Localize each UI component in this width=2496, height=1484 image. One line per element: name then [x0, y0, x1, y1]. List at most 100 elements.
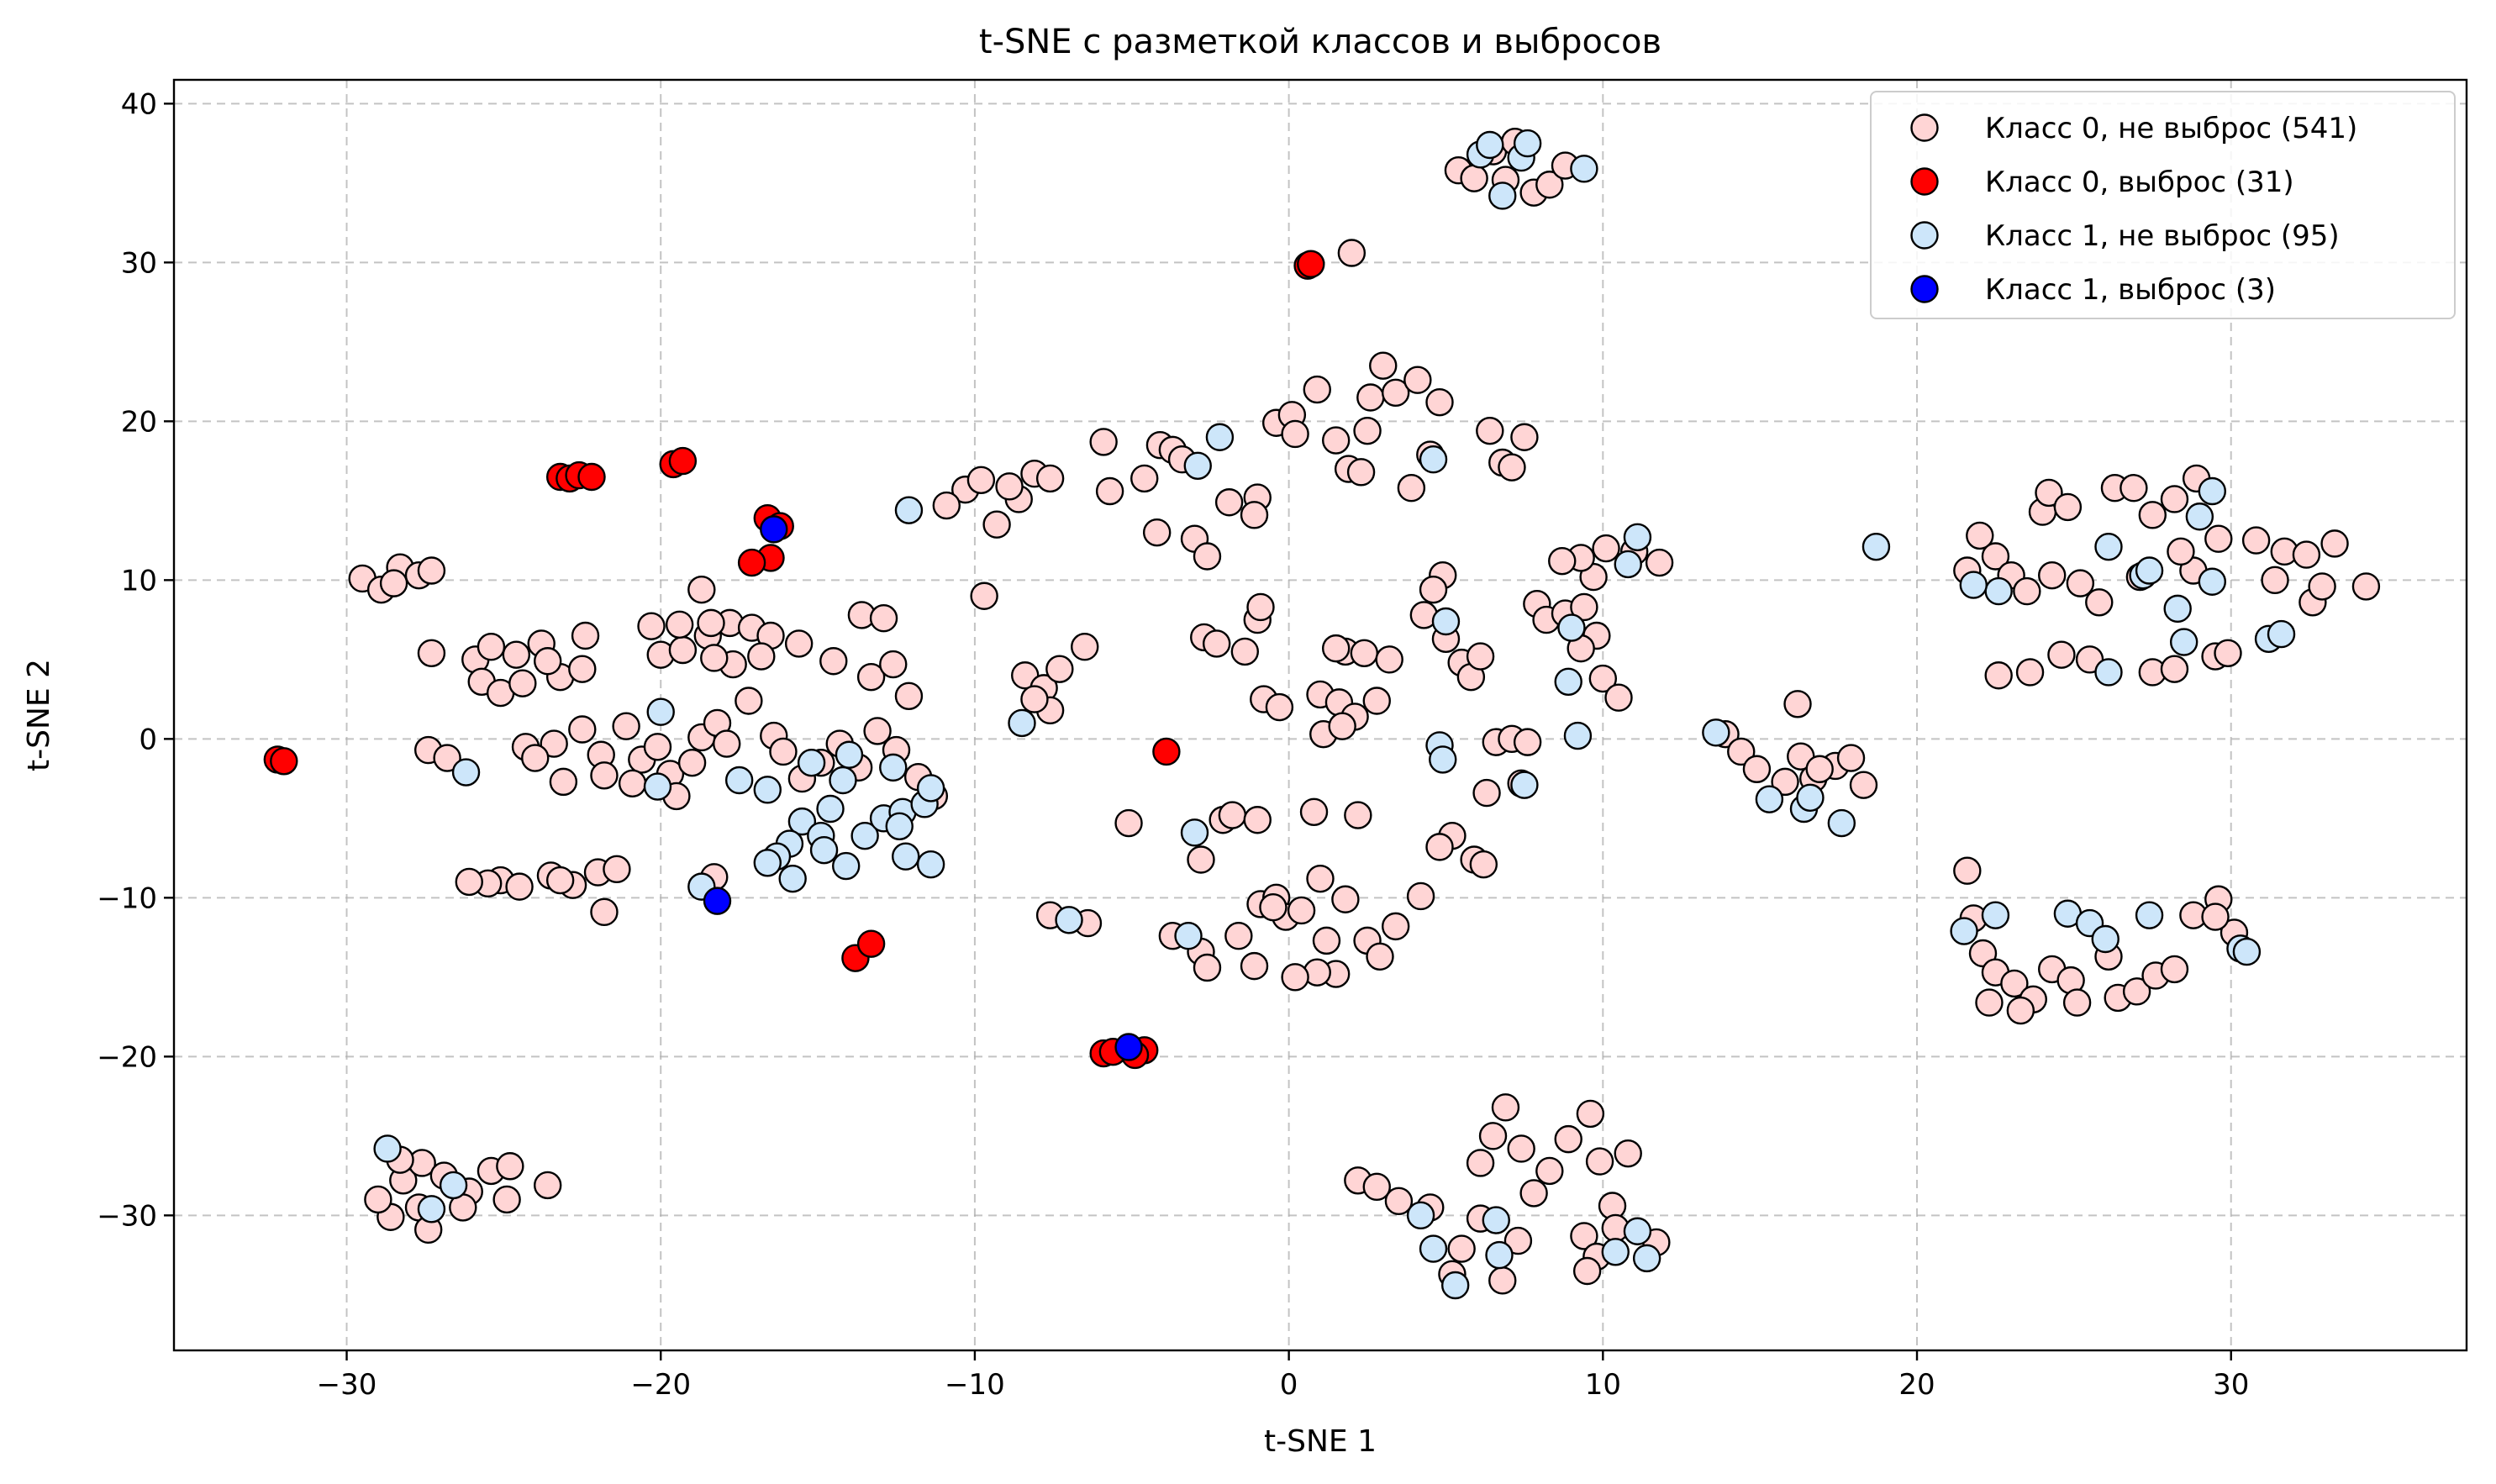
data-point [1035, 464, 1065, 493]
y-tick-label: 10 [121, 564, 157, 597]
data-point [492, 1185, 521, 1214]
data-point [1491, 1093, 1520, 1122]
data-point [1419, 575, 1448, 604]
legend-marker [1910, 275, 1939, 303]
data-point [2351, 572, 2381, 601]
x-tick-label: −20 [630, 1368, 691, 1402]
data-point [1230, 637, 1260, 666]
data-point [417, 556, 446, 585]
data-point [1447, 1234, 1476, 1263]
data-point [1588, 664, 1618, 693]
data-point [2094, 658, 2123, 687]
data-point [2091, 924, 2119, 954]
data-point [1406, 881, 1435, 911]
data-point [753, 776, 782, 804]
data-point [2119, 474, 2148, 503]
data-point [1425, 387, 1454, 417]
data-point [1513, 728, 1542, 756]
data-point [1570, 155, 1598, 183]
data-point [2167, 537, 2195, 566]
x-tick-label: 30 [2213, 1368, 2249, 1402]
data-point [1614, 1139, 1642, 1168]
data-point [270, 747, 298, 776]
data-point [1623, 1217, 1652, 1245]
x-tick-label: 0 [1280, 1368, 1298, 1402]
data-point [856, 929, 886, 958]
data-point [2035, 478, 2063, 508]
data-point [1570, 1222, 1598, 1250]
data-point [916, 850, 945, 879]
data-point [1130, 464, 1159, 493]
data-point [668, 635, 698, 665]
data-point [1321, 634, 1351, 663]
x-axis-label: t-SNE 1 [1264, 1424, 1377, 1459]
y-tick-label: 0 [139, 723, 157, 756]
data-point [2292, 540, 2321, 569]
legend: Класс 0, не выброс (541) Класс 0, выброс … [1870, 91, 2456, 319]
data-point [1205, 423, 1235, 451]
data-point [1557, 613, 1586, 642]
data-point [417, 1195, 446, 1224]
data-point [505, 872, 534, 901]
x-axis-ticks: −30 −20 −10 0 10 20 30 [317, 1350, 2249, 1402]
data-point [1592, 534, 1620, 563]
data-point [1089, 428, 1118, 456]
y-tick-label: 30 [121, 246, 157, 280]
data-point [1183, 451, 1212, 480]
data-point [1287, 896, 1316, 925]
data-point [1071, 633, 1099, 661]
data-point [1614, 550, 1642, 579]
data-point [612, 712, 640, 740]
data-point [1281, 963, 1309, 992]
legend-label: Класс 1, не выброс (95) [1985, 219, 2340, 253]
data-point [2135, 556, 2164, 585]
data-point [1045, 655, 1074, 683]
data-point [1519, 1179, 1548, 1208]
data-point [784, 629, 814, 658]
data-points [263, 128, 2381, 1300]
data-point [1953, 856, 1982, 885]
data-point [1419, 445, 1448, 474]
data-point [1966, 521, 1994, 550]
data-point [850, 821, 879, 850]
data-point [970, 581, 998, 610]
data-point [2160, 955, 2189, 984]
data-point [2163, 594, 2192, 624]
data-point [2160, 655, 2189, 683]
x-tick-label: −10 [945, 1368, 1005, 1402]
data-point [1303, 375, 1331, 404]
data-point [1548, 546, 1577, 576]
data-point [1975, 988, 2004, 1017]
data-point [1796, 783, 1825, 812]
data-point [590, 897, 619, 927]
data-point [1836, 744, 1866, 772]
data-point [1187, 845, 1215, 874]
legend-marker [1910, 113, 1939, 142]
data-point [737, 548, 766, 577]
data-point [1488, 182, 1517, 210]
data-point [2198, 567, 2227, 596]
data-point [1114, 1033, 1143, 1061]
data-point [637, 612, 666, 640]
data-point [863, 717, 892, 745]
data-point [417, 639, 446, 667]
data-point [2201, 903, 2230, 931]
data-point [1193, 953, 1222, 982]
data-point [1246, 592, 1275, 622]
data-point [1727, 737, 1756, 766]
data-point [2169, 628, 2198, 656]
data-point [1755, 785, 1784, 813]
data-point [571, 621, 600, 650]
data-point [677, 749, 707, 777]
data-point [1984, 576, 2013, 606]
data-point [1742, 755, 1772, 783]
data-point [477, 633, 506, 661]
data-point [703, 887, 732, 915]
data-point [1353, 416, 1382, 445]
data-point [1224, 922, 1253, 950]
data-point [1397, 474, 1426, 503]
data-point [1623, 523, 1652, 552]
data-point [1485, 1240, 1514, 1270]
data-point [502, 640, 531, 669]
data-point [778, 864, 807, 893]
